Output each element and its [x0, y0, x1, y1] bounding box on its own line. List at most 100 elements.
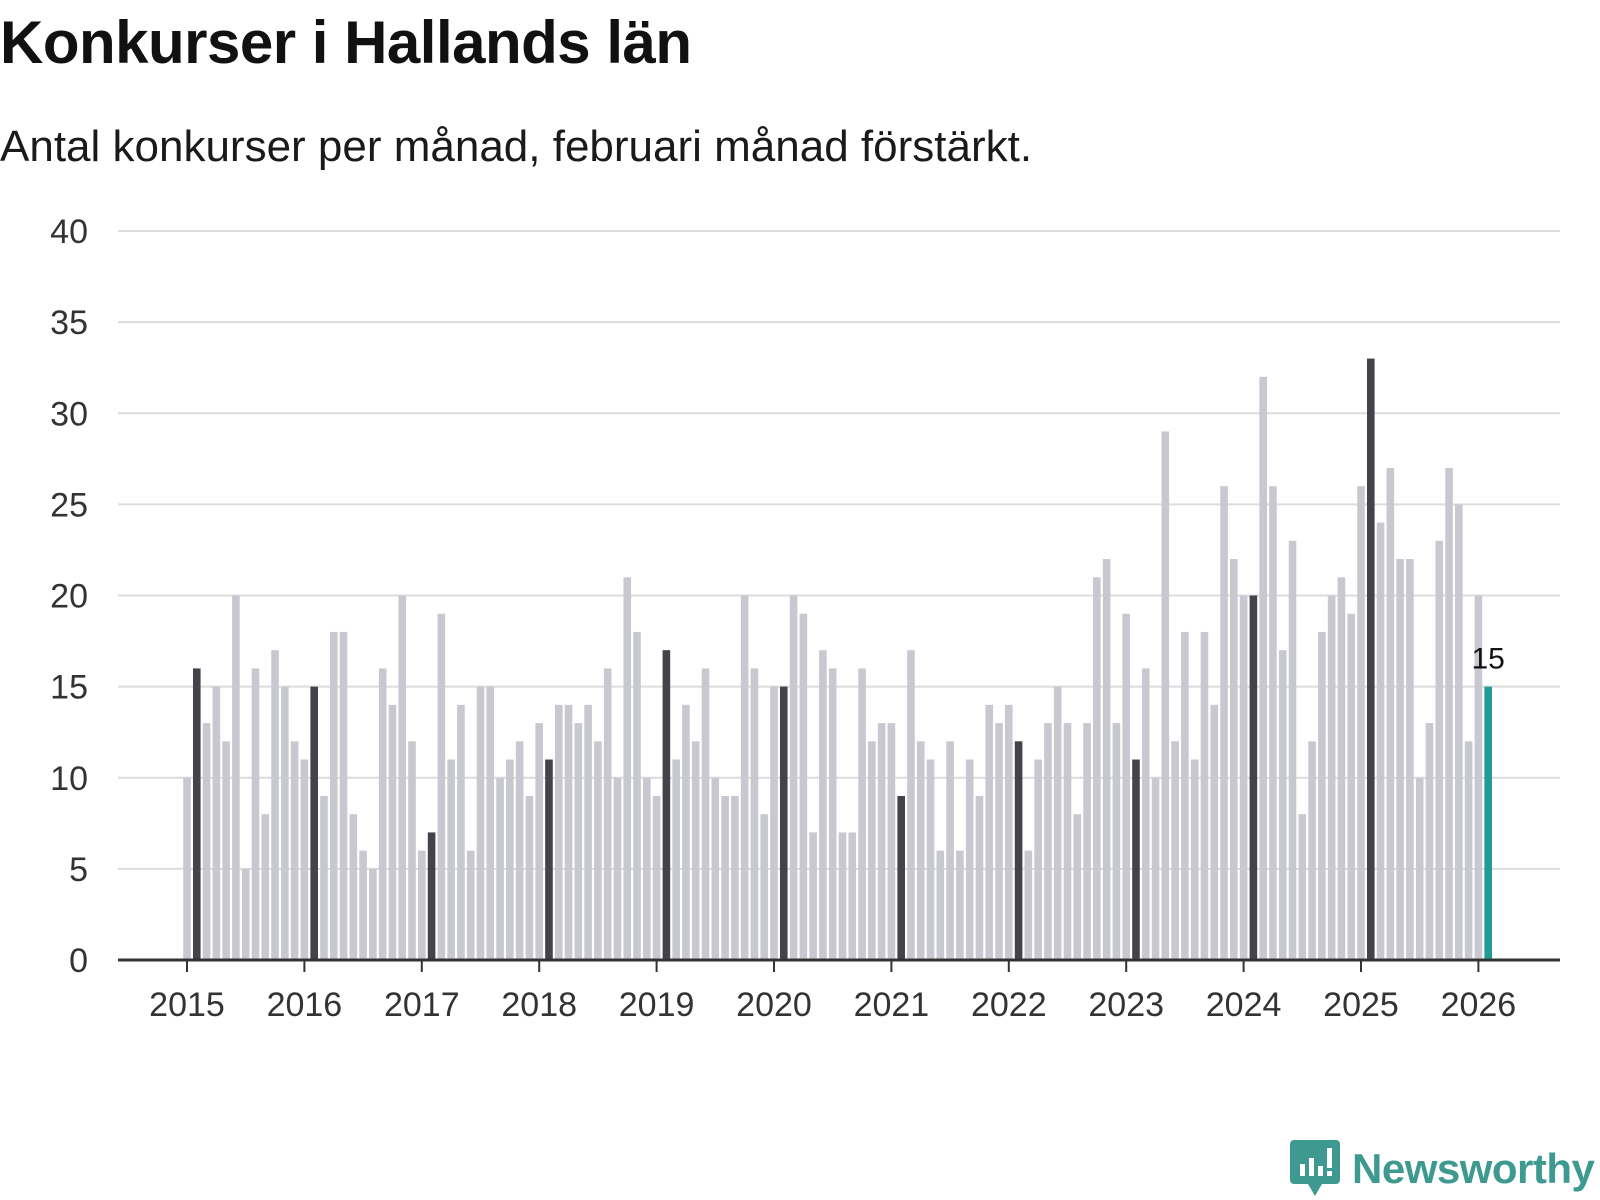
bar — [868, 741, 876, 960]
x-tick-label: 2025 — [1323, 986, 1399, 1024]
bar — [300, 759, 309, 960]
bar — [1171, 741, 1179, 960]
bar — [1063, 723, 1072, 960]
bar — [1406, 559, 1414, 960]
x-tick-label: 2018 — [501, 986, 577, 1024]
bars — [183, 358, 1492, 961]
bar — [1200, 631, 1209, 960]
chart-title: Konkurser i Hallands län — [0, 9, 692, 76]
bar — [1151, 777, 1160, 960]
last-value-label: 15 — [1471, 643, 1504, 676]
bar — [721, 795, 729, 960]
bar — [584, 704, 592, 960]
bar — [271, 650, 279, 960]
bar — [437, 613, 446, 960]
bar — [506, 759, 514, 960]
bar — [1288, 540, 1297, 960]
bar — [1141, 668, 1150, 960]
bar — [848, 832, 857, 960]
bar — [1366, 358, 1375, 960]
bar — [789, 595, 798, 960]
y-tick-label: 25 — [50, 486, 88, 524]
bar — [1435, 540, 1444, 960]
bar — [809, 832, 817, 960]
bar — [897, 795, 905, 960]
bar — [740, 595, 749, 960]
newsworthy-logo-icon — [1290, 1140, 1340, 1196]
bar — [222, 741, 230, 960]
bar — [329, 631, 338, 960]
bar — [956, 850, 964, 960]
bar — [1044, 723, 1052, 960]
bar — [652, 795, 661, 960]
bar — [1073, 814, 1082, 960]
bar — [1083, 723, 1091, 960]
bar — [819, 650, 827, 960]
bar — [1347, 613, 1356, 960]
data-labels: 15 — [1471, 643, 1504, 676]
y-tick-label: 30 — [50, 395, 88, 433]
bar — [574, 723, 583, 960]
x-tick-label: 2019 — [619, 986, 695, 1024]
bar — [1269, 486, 1277, 960]
x-axis-ticks: 2015 2016 2017 2018 2019 2020 2021 2022 2023 2024… — [149, 960, 1516, 1024]
bar — [1455, 504, 1463, 960]
bar — [1415, 777, 1424, 960]
bar — [633, 631, 641, 960]
bar — [877, 723, 886, 960]
bar — [418, 850, 426, 960]
bar — [398, 595, 407, 960]
bar — [349, 814, 358, 960]
bar — [281, 686, 289, 960]
y-tick-label: 35 — [50, 304, 88, 342]
bar — [838, 832, 847, 960]
bar — [1014, 741, 1023, 960]
x-tick-label: 2017 — [384, 986, 460, 1024]
brand-name: Newsworthy — [1352, 1145, 1595, 1192]
bar — [232, 595, 240, 960]
bar — [212, 686, 221, 960]
bar — [1337, 577, 1346, 960]
bar — [1053, 686, 1062, 960]
bar — [946, 741, 954, 960]
bar — [779, 686, 788, 960]
bar — [192, 668, 201, 960]
y-tick-label: 10 — [50, 760, 88, 798]
bar — [1122, 613, 1130, 960]
bar — [564, 704, 573, 960]
bar — [339, 631, 348, 960]
bar — [613, 777, 622, 960]
bar — [1102, 559, 1111, 960]
y-axis-ticks: 0 5 10 15 20 25 30 35 40 — [50, 213, 88, 980]
bar — [1093, 577, 1101, 960]
bar — [1357, 486, 1365, 960]
bar — [623, 577, 632, 960]
bar — [466, 850, 475, 960]
bar — [643, 777, 651, 960]
y-tick-label: 40 — [50, 213, 88, 251]
bar — [1132, 759, 1140, 960]
x-tick-label: 2023 — [1088, 986, 1164, 1024]
bar — [251, 668, 260, 960]
bar — [261, 814, 270, 960]
bar — [515, 741, 524, 960]
bar — [1474, 595, 1483, 960]
bar — [1445, 467, 1453, 960]
chart-subtitle: Antal konkurser per månad, februari måna… — [0, 122, 1033, 171]
bar — [594, 741, 602, 960]
bar — [427, 832, 436, 960]
x-tick-label: 2022 — [971, 986, 1047, 1024]
bar — [985, 704, 994, 960]
y-tick-label: 15 — [50, 669, 88, 707]
bar — [926, 759, 935, 960]
bar — [701, 668, 710, 960]
bar — [290, 741, 299, 960]
bar — [202, 723, 211, 960]
bar — [408, 741, 416, 960]
bar — [1112, 723, 1121, 960]
gridlines — [118, 230, 1560, 870]
bar — [310, 686, 318, 960]
bar — [995, 723, 1003, 960]
newsworthy-brand: Newsworthy — [1290, 1140, 1595, 1198]
x-tick-label: 2020 — [736, 986, 812, 1024]
